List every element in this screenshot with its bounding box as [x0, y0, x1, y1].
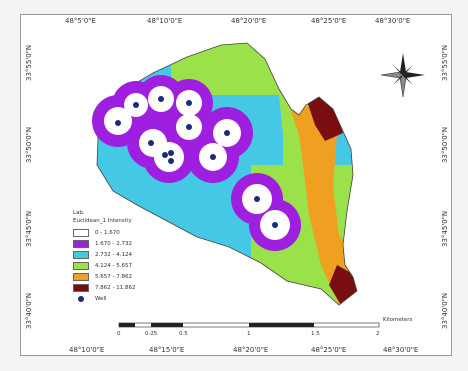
lat-label-left: 33°45'0"N	[25, 210, 33, 247]
scale-label: 1.5	[311, 331, 320, 337]
well-point	[272, 222, 278, 228]
lat-label-right: 33°50'0"N	[441, 126, 449, 163]
legend-item: 2.732 - 4.124	[73, 249, 183, 260]
scale-label: 0	[117, 331, 121, 337]
lat-label-right: 33°40'0"N	[441, 292, 449, 329]
lon-label-bottom: 48°10'0"E	[69, 346, 105, 354]
lon-label-top: 48°30'0"E	[375, 17, 411, 25]
legend-label: 7.862 - 11.862	[95, 284, 136, 291]
well-point	[186, 100, 192, 106]
legend-swatch	[73, 228, 89, 237]
well-point	[210, 154, 216, 160]
legend-label: 0 - 1.670	[95, 229, 120, 236]
map-frame: 48°5'0"E 48°10'0"E 48°20'0"E 48°25'0"E 4…	[20, 14, 452, 356]
legend-subtitle: Euclidean_1 Intensity	[73, 218, 132, 224]
legend-item: 5.657 - 7.862	[73, 271, 183, 282]
map-canvas	[92, 42, 425, 328]
scale-bar	[118, 322, 380, 328]
legend-swatch	[73, 272, 89, 281]
legend-label: 5.657 - 7.862	[95, 273, 132, 280]
compass-rose-icon	[380, 53, 425, 98]
lon-label-top: 48°5'0"E	[65, 17, 96, 25]
legend-item: 0 - 1.670	[73, 227, 183, 238]
lat-label-left: 33°55'0"N	[25, 44, 33, 81]
legend-label: Well	[95, 295, 107, 302]
legend-label: 4.124 - 5.657	[95, 262, 132, 269]
lon-label-top: 48°20'0"E	[231, 17, 267, 25]
well-points	[115, 96, 278, 228]
legend-title: Lab.	[73, 210, 85, 216]
well-point	[133, 102, 139, 108]
legend-item: 7.862 - 11.862	[73, 282, 183, 293]
well-point	[115, 120, 121, 126]
well-point	[224, 130, 230, 136]
legend-item: 1.670 - 2.732	[73, 238, 183, 249]
scale-label: 1	[247, 331, 251, 337]
legend-item: 4.124 - 5.657	[73, 260, 183, 271]
well-point	[254, 196, 260, 202]
scale-unit: Kilometers	[383, 317, 413, 323]
lat-label-left: 33°50'0"N	[25, 126, 33, 163]
well-point	[148, 140, 154, 146]
lat-label-right: 33°55'0"N	[441, 44, 449, 81]
lon-label-bottom: 48°15'0"E	[149, 346, 185, 354]
scale-label: 2	[376, 331, 380, 337]
well-point	[158, 96, 164, 102]
lon-label-top: 48°25'0"E	[311, 17, 347, 25]
legend-label: 1.670 - 2.732	[95, 240, 132, 247]
well-point	[186, 124, 192, 130]
well-point	[162, 152, 168, 158]
well-point	[168, 158, 174, 164]
legend-item: Well	[73, 293, 183, 304]
legend-swatch	[73, 239, 89, 248]
well-icon	[73, 295, 89, 303]
scale-label: 0.25	[145, 331, 158, 337]
lon-label-bottom: 48°20'0"E	[233, 346, 269, 354]
well-point	[168, 150, 174, 156]
legend-label: 2.732 - 4.124	[95, 251, 132, 258]
legend-swatch	[73, 283, 89, 292]
map-legend: Lab. Euclidean_1 Intensity 0 - 1.670 1.6…	[73, 209, 183, 304]
lat-label-left: 33°40'0"N	[25, 292, 33, 329]
lon-label-bottom: 48°30'0"E	[383, 346, 419, 354]
lon-label-top: 48°10'0"E	[147, 17, 183, 25]
legend-swatch	[73, 261, 89, 270]
scale-label: 0.5	[179, 331, 188, 337]
lat-label-right: 33°45'0"N	[441, 210, 449, 247]
legend-swatch	[73, 250, 89, 259]
lon-label-bottom: 48°25'0"E	[311, 346, 347, 354]
